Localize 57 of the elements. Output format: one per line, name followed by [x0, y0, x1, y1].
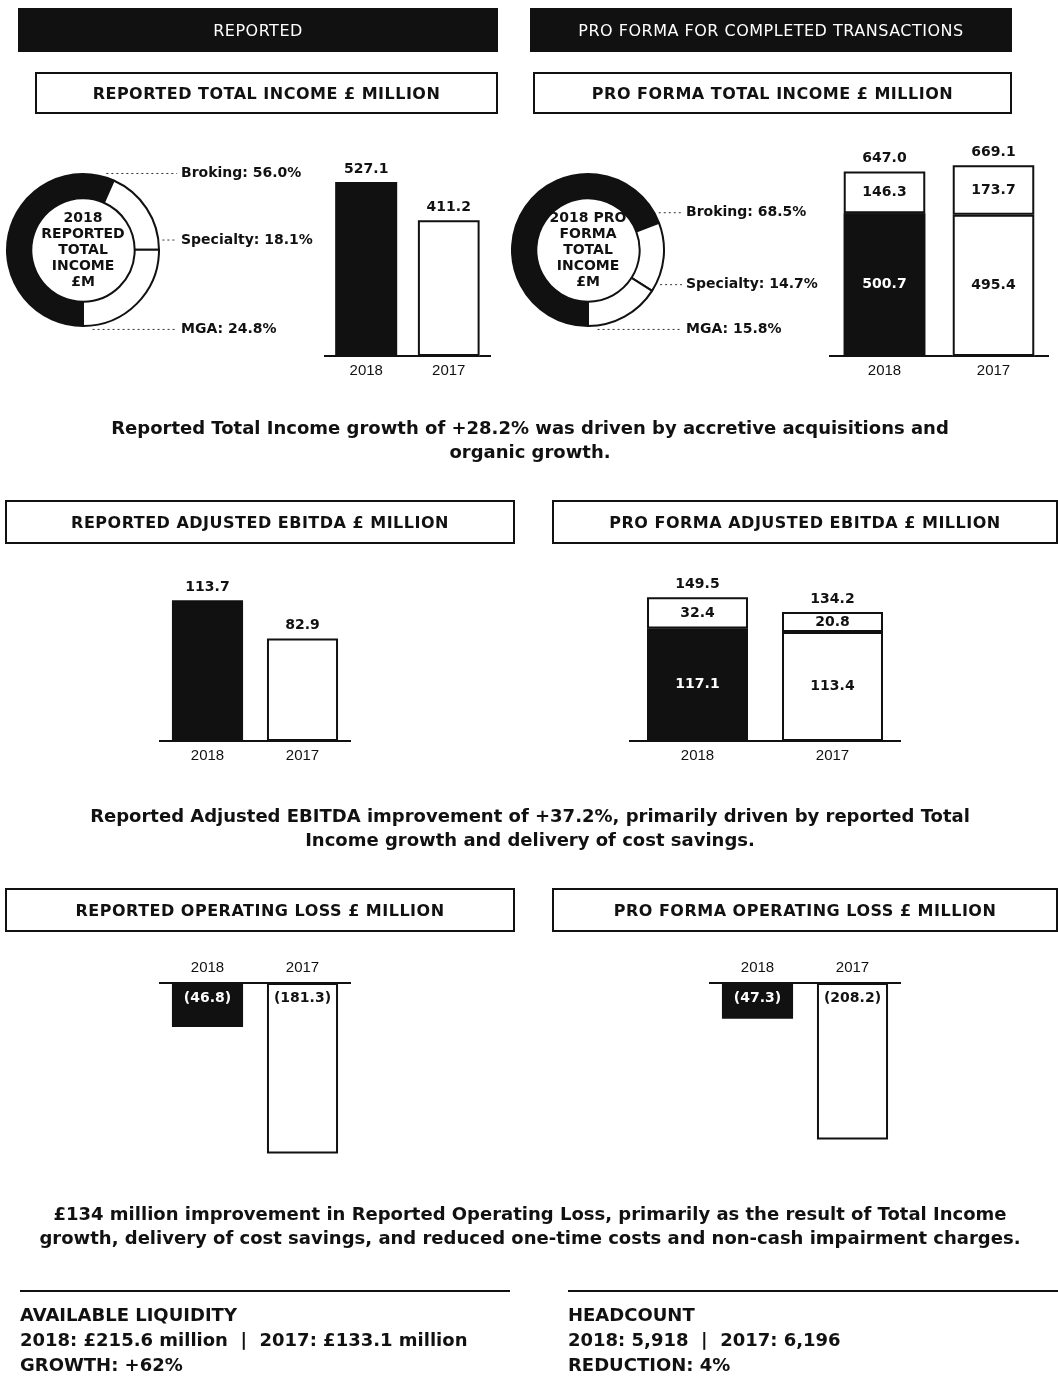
text: 2018: £215.6 million | 2017: £133.1 million: [20, 1328, 469, 1353]
slice-label: MGA: 24.8%: [181, 320, 277, 337]
data-label: (46.8): [183, 988, 232, 1005]
data-label: 527.1: [344, 159, 389, 176]
slice-label: Specialty: 14.7%: [686, 275, 818, 292]
slice-label: Broking: 68.5%: [686, 203, 807, 220]
text: PRO FORMA FOR COMPLETED TRANSACTIONS: [530, 8, 1012, 52]
slice-label: MGA: 15.8%: [686, 320, 782, 337]
text: 2018: 5,918 | 2017: 6,196: [568, 1328, 842, 1353]
text: Reported Adjusted EBITDA improvement of +37.2%, primarily driven by reported Total Income growth and delivery of cost savings.: [89, 803, 971, 852]
slice-label: Broking: 56.0%: [181, 164, 302, 181]
total-label: 669.1: [971, 142, 1016, 159]
total-label: 647.0: [862, 149, 907, 166]
text: £134 million improvement in Reported Operating Loss, primarily as the result of Total Income growth, delivery of cost savings, and reduced one-time costs and non-cash impairment charges.: [38, 1201, 1022, 1250]
x-tick-label: 2018: [190, 958, 225, 976]
x-tick-label: 2017: [815, 746, 850, 764]
data-label: 173.7: [971, 180, 1016, 197]
data-label: 146.3: [862, 183, 907, 200]
x-tick-label: 2018: [190, 746, 225, 764]
data-label: 113.7: [185, 578, 230, 595]
data-label: 117.1: [675, 675, 720, 692]
data-label: (47.3): [733, 988, 782, 1005]
x-tick-label: 2017: [432, 361, 466, 379]
data-label: 500.7: [862, 275, 907, 292]
x-tick-label: 2017: [285, 958, 320, 976]
text: AVAILABLE LIQUIDITY: [20, 1303, 238, 1327]
chart-title: REPORTED OPERATING LOSS £ MILLION: [5, 888, 515, 932]
text: HEADCOUNT: [568, 1303, 696, 1327]
x-tick-label: 2018: [867, 361, 902, 379]
x-tick-label: 2017: [835, 958, 870, 976]
x-tick-label: 2018: [680, 746, 715, 764]
x-tick-label: 2017: [976, 361, 1011, 379]
chart-title: REPORTED ADJUSTED EBITDA £ MILLION: [5, 500, 515, 544]
chart-title: PRO FORMA ADJUSTED EBITDA £ MILLION: [552, 500, 1058, 544]
text: Reported Total Income growth of +28.2% was driven by accretive acquisitions and organic growth.: [110, 415, 950, 464]
data-label: 32.4: [680, 603, 716, 620]
data-label: 411.2: [426, 197, 471, 214]
text: 2018 REPORTED TOTAL INCOME £M: [41, 208, 125, 289]
chart-title: REPORTED TOTAL INCOME £ MILLION: [35, 72, 498, 114]
data-label: 20.8: [815, 612, 850, 629]
total-label: 134.2: [810, 589, 855, 606]
x-tick-label: 2018: [349, 361, 383, 379]
chart-title: PRO FORMA OPERATING LOSS £ MILLION: [552, 888, 1058, 932]
text: 2018 PRO FORMA TOTAL INCOME £M: [549, 208, 627, 289]
x-tick-label: 2018: [740, 958, 775, 976]
text: REDUCTION: 4%: [568, 1353, 732, 1378]
x-tick-label: 2017: [285, 746, 320, 764]
text: GROWTH: +62%: [20, 1353, 184, 1378]
data-label: (208.2): [823, 988, 882, 1005]
data-label: 82.9: [285, 616, 320, 633]
data-label: (181.3): [273, 988, 332, 1005]
text: REPORTED: [18, 8, 498, 52]
total-label: 149.5: [675, 574, 720, 591]
data-label: 113.4: [810, 677, 855, 694]
chart-title: PRO FORMA TOTAL INCOME £ MILLION: [533, 72, 1012, 114]
slice-label: Specialty: 18.1%: [181, 230, 313, 247]
data-label: 495.4: [971, 276, 1016, 293]
